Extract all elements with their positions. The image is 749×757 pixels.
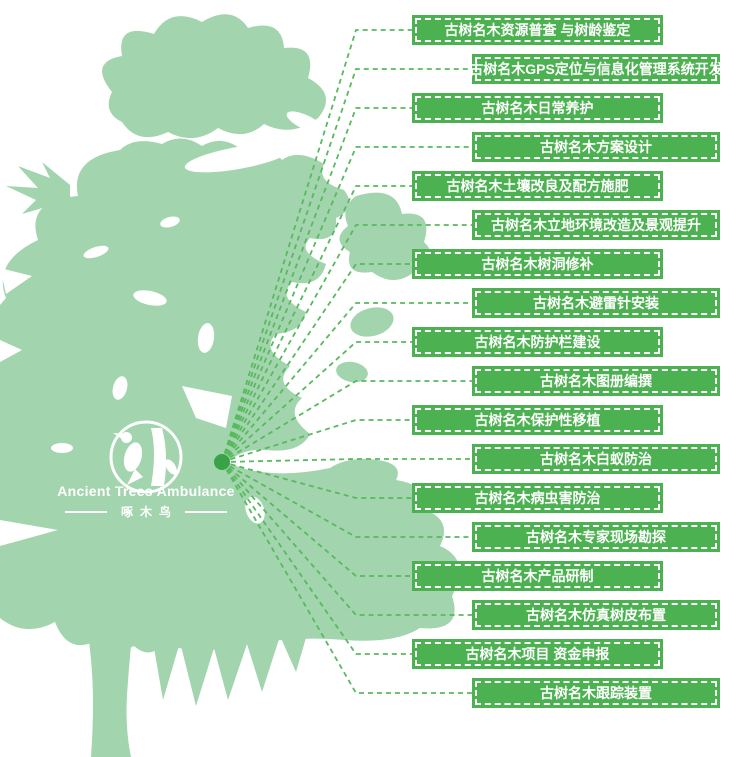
connector-line xyxy=(221,29,412,463)
connector-line xyxy=(221,185,412,463)
connector-line xyxy=(221,146,472,463)
service-label-text: 古树名木白蚁防治 xyxy=(540,451,652,467)
service-label: 古树名木GPS定位与信息化管理系统开发 xyxy=(469,54,723,84)
service-label-text: 古树名木专家现场勘探 xyxy=(526,529,666,545)
woodpecker-icon xyxy=(109,420,183,494)
connector-line xyxy=(221,461,412,499)
logo-title: Ancient Trees Ambulance xyxy=(57,483,235,499)
service-label: 古树名木跟踪装置 xyxy=(472,678,720,708)
connector-line xyxy=(221,461,472,538)
connector-line xyxy=(221,461,472,616)
service-label: 古树名木保护性移植 xyxy=(412,405,663,435)
service-label: 古树名木土壤改良及配方施肥 xyxy=(412,171,663,201)
connector-line xyxy=(221,68,472,463)
service-label-text: 古树名木土壤改良及配方施肥 xyxy=(446,178,629,194)
service-label-text: 古树名木跟踪装置 xyxy=(540,685,652,701)
service-label: 古树名木仿真树皮布置 xyxy=(472,600,720,630)
connector-line xyxy=(221,107,412,463)
service-label: 古树名木树洞修补 xyxy=(412,249,663,279)
service-label: 古树名木白蚁防治 xyxy=(472,444,720,474)
service-label-text: 古树名木病虫害防治 xyxy=(474,490,601,506)
service-label-text: 古树名木GPS定位与信息化管理系统开发 xyxy=(469,61,723,77)
service-label-text: 古树名木保护性移植 xyxy=(474,412,601,428)
logo-subtitle: 啄木鸟 xyxy=(36,503,256,520)
service-label: 古树名木防护栏建设 xyxy=(412,327,663,357)
connector-line xyxy=(221,461,412,655)
service-label-text: 古树名木立地环境改造及景观提升 xyxy=(491,217,701,233)
service-label: 古树名木项目 资金申报 xyxy=(412,639,663,669)
divider-line xyxy=(64,510,107,513)
service-label: 古树名木病虫害防治 xyxy=(412,483,663,513)
hub-dot xyxy=(214,454,230,470)
service-label: 古树名木方案设计 xyxy=(472,132,720,162)
service-label-text: 古树名木日常养护 xyxy=(481,100,594,116)
connector-line xyxy=(221,302,472,463)
service-label: 古树名木日常养护 xyxy=(412,93,663,123)
service-label-text: 古树名木图册编撰 xyxy=(540,373,652,389)
connector-line xyxy=(221,380,472,463)
tree-canopy xyxy=(0,14,460,757)
service-label-text: 古树名木避雷针安装 xyxy=(533,295,659,311)
service-label-text: 古树名木资源普查 与树龄鉴定 xyxy=(444,22,631,38)
logo-subtitle-text: 啄木鸟 xyxy=(120,505,178,519)
connector-line xyxy=(221,461,472,694)
connector-line xyxy=(221,458,472,463)
service-label: 古树名木避雷针安装 xyxy=(472,288,720,318)
service-label: 古树名木资源普查 与树龄鉴定 xyxy=(412,15,663,45)
service-label-text: 古树名木方案设计 xyxy=(540,139,652,155)
connector-line xyxy=(221,341,412,463)
service-label-text: 古树名木仿真树皮布置 xyxy=(526,607,666,623)
service-label-text: 古树名木产品研制 xyxy=(481,568,594,584)
connector-line xyxy=(221,224,472,463)
service-label: 古树名木立地环境改造及景观提升 xyxy=(472,210,720,240)
service-label-text: 古树名木项目 资金申报 xyxy=(465,646,610,662)
divider-line xyxy=(185,510,227,513)
service-labels: 古树名木资源普查 与树龄鉴定 古树名木GPS定位与信息化管理系统开发 古树名木日… xyxy=(0,15,749,708)
service-label: 古树名木专家现场勘探 xyxy=(472,522,720,552)
service-label: 古树名木产品研制 xyxy=(412,561,663,591)
connector-line xyxy=(221,419,412,463)
service-label-text: 古树名木树洞修补 xyxy=(481,256,594,272)
service-label-text: 古树名木防护栏建设 xyxy=(474,334,601,350)
service-label: 古树名木图册编撰 xyxy=(472,366,720,396)
connector-line xyxy=(221,461,412,577)
